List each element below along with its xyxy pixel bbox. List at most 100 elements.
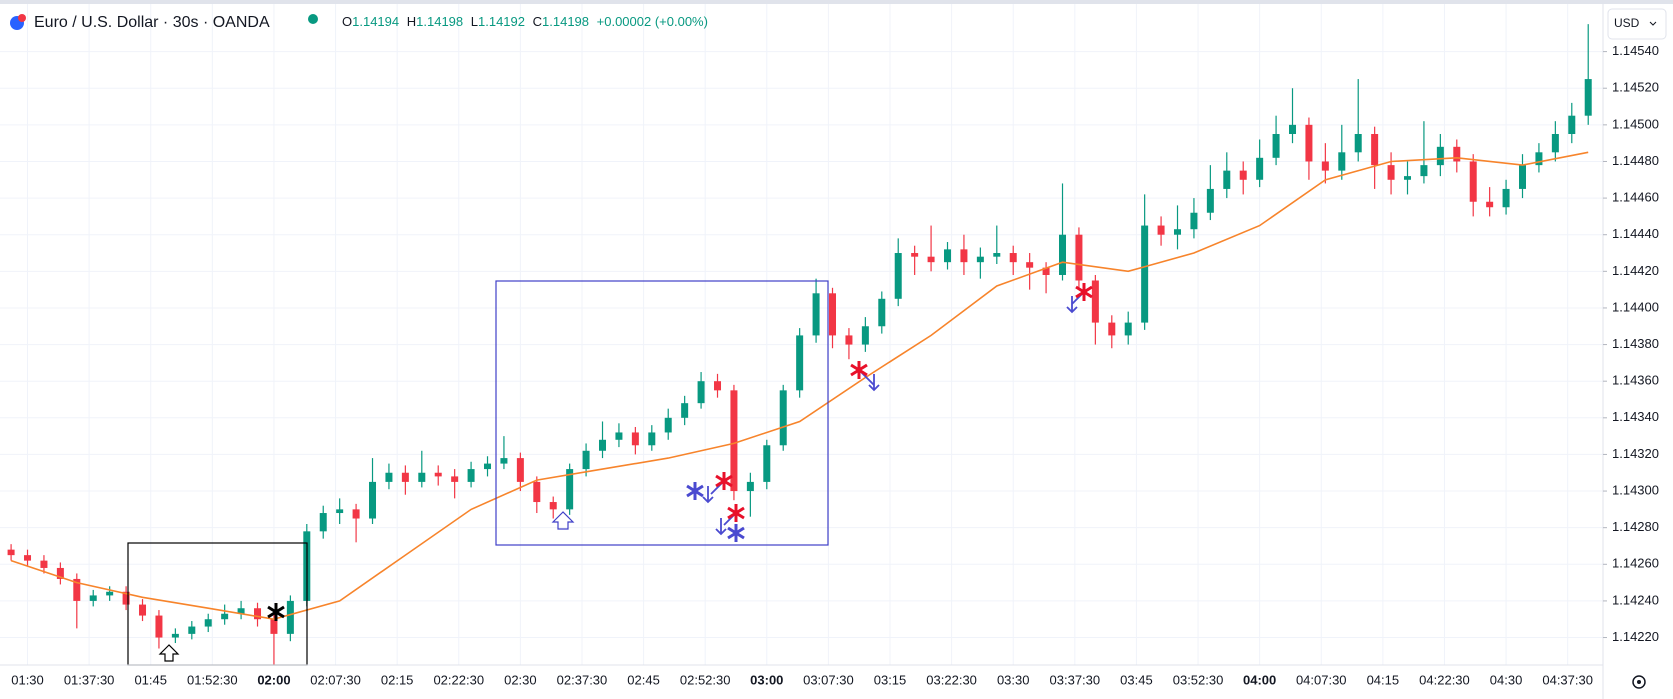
asterisk bbox=[715, 472, 733, 490]
legend-value: 1.14198 bbox=[542, 14, 589, 29]
y-tick-label: 1.14540 bbox=[1612, 43, 1659, 58]
y-tick-label: 1.14340 bbox=[1612, 409, 1659, 424]
candle-body bbox=[484, 463, 492, 470]
candle-body bbox=[516, 458, 524, 482]
y-tick-label: 1.14240 bbox=[1612, 592, 1659, 607]
drawings bbox=[127, 280, 1093, 666]
candle-body bbox=[1289, 124, 1297, 135]
y-tick-label: 1.14380 bbox=[1612, 336, 1659, 351]
x-tick-label: 04:37:30 bbox=[1542, 672, 1593, 687]
y-tick-label: 1.14480 bbox=[1612, 153, 1659, 168]
candle-body bbox=[385, 472, 393, 482]
candle-body bbox=[1256, 157, 1264, 180]
legend-label: O bbox=[342, 14, 352, 29]
candle-body bbox=[270, 619, 278, 634]
candle-body bbox=[894, 253, 902, 299]
settings-icon[interactable] bbox=[1637, 680, 1641, 684]
candle-body bbox=[1026, 262, 1034, 268]
candle-body bbox=[500, 458, 508, 464]
candle-body bbox=[40, 560, 48, 568]
candle-body bbox=[944, 249, 952, 263]
candle-body bbox=[878, 298, 886, 327]
y-tick-label: 1.14520 bbox=[1612, 80, 1659, 95]
candle-body bbox=[24, 555, 32, 561]
asterisk bbox=[727, 504, 745, 522]
currency-button[interactable]: USD bbox=[1607, 8, 1667, 40]
candle-body bbox=[993, 253, 1001, 257]
candle-body bbox=[1305, 124, 1313, 162]
candle-body bbox=[566, 469, 574, 510]
x-tick-label: 03:45 bbox=[1120, 672, 1153, 687]
x-tick-label: 03:30 bbox=[997, 672, 1030, 687]
x-tick-label: 03:07:30 bbox=[803, 672, 854, 687]
candle-body bbox=[1190, 212, 1198, 230]
candle-body bbox=[746, 481, 754, 492]
candle-body bbox=[451, 476, 459, 482]
candle-body bbox=[1371, 134, 1379, 166]
symbol-icon bbox=[18, 14, 26, 22]
candle-body bbox=[237, 608, 245, 614]
candle-body bbox=[697, 381, 705, 404]
x-tick-label: 01:30 bbox=[11, 672, 44, 687]
x-tick-label: 01:45 bbox=[134, 672, 167, 687]
settings-icon[interactable] bbox=[1632, 675, 1646, 689]
candle-body bbox=[204, 619, 212, 627]
x-tick-label: 01:37:30 bbox=[64, 672, 115, 687]
candle-body bbox=[1042, 267, 1050, 275]
candle-body bbox=[1354, 134, 1362, 153]
x-tick-label: 03:00 bbox=[750, 672, 783, 687]
y-tick-label: 1.14280 bbox=[1612, 519, 1659, 534]
candle-body bbox=[122, 591, 130, 605]
up-arrow-icon bbox=[158, 644, 180, 662]
y-tick-label: 1.14220 bbox=[1612, 629, 1659, 644]
candle-body bbox=[171, 633, 179, 638]
ohlc-legend: O1.14194 H1.14198 L1.14192 C1.14198 +0.0… bbox=[342, 14, 708, 29]
legend-label: C bbox=[533, 14, 542, 29]
symbol-title: Euro / U.S. Dollar · 30s · OANDA bbox=[34, 14, 270, 31]
candle-body bbox=[155, 615, 163, 638]
candle-body bbox=[1535, 152, 1543, 166]
candle-body bbox=[664, 417, 672, 433]
y-tick-label: 1.14260 bbox=[1612, 556, 1659, 571]
candle-body bbox=[845, 335, 853, 345]
chevron[interactable] bbox=[1649, 21, 1657, 26]
candle-body bbox=[1551, 134, 1559, 153]
candle-body bbox=[1453, 146, 1461, 162]
candle-body bbox=[286, 600, 294, 634]
candle-body bbox=[1075, 234, 1083, 281]
candle-body bbox=[549, 502, 557, 510]
candle-body bbox=[336, 509, 344, 514]
market-status bbox=[308, 14, 318, 24]
settings-button[interactable] bbox=[1632, 675, 1646, 689]
candle-body bbox=[434, 472, 442, 477]
legend-value: 1.14198 bbox=[416, 14, 463, 29]
asterisk bbox=[850, 361, 868, 379]
candle-body bbox=[927, 256, 935, 263]
top-strip bbox=[0, 0, 1673, 4]
candle-body bbox=[1568, 115, 1576, 135]
x-tick-label: 02:15 bbox=[381, 672, 414, 687]
legend-value: 1.14194 bbox=[352, 14, 399, 29]
y-tick-label: 1.14360 bbox=[1612, 373, 1659, 388]
candle-body bbox=[1321, 161, 1329, 171]
candle-body bbox=[369, 481, 377, 519]
x-tick-label: 02:52:30 bbox=[680, 672, 731, 687]
axes: 1.14220 1.14240 1.14260 1.14280 1.14300 1.143… bbox=[11, 43, 1659, 687]
candle-body bbox=[1420, 165, 1428, 177]
candle-body bbox=[960, 249, 968, 263]
candle-body bbox=[73, 578, 81, 601]
asterisk bbox=[686, 482, 704, 500]
candle-body bbox=[714, 381, 722, 391]
currency-button-frame[interactable] bbox=[1607, 8, 1667, 40]
candle-body bbox=[352, 509, 360, 519]
y-tick-label: 1.14420 bbox=[1612, 263, 1659, 278]
candle-body bbox=[139, 604, 147, 616]
candle-body bbox=[1387, 165, 1395, 180]
currency-label[interactable]: USD bbox=[1614, 16, 1640, 30]
x-tick-label: 04:22:30 bbox=[1419, 672, 1470, 687]
asterisk bbox=[727, 524, 745, 542]
asterisk bbox=[1075, 283, 1093, 301]
x-tick-label: 03:22:30 bbox=[926, 672, 977, 687]
